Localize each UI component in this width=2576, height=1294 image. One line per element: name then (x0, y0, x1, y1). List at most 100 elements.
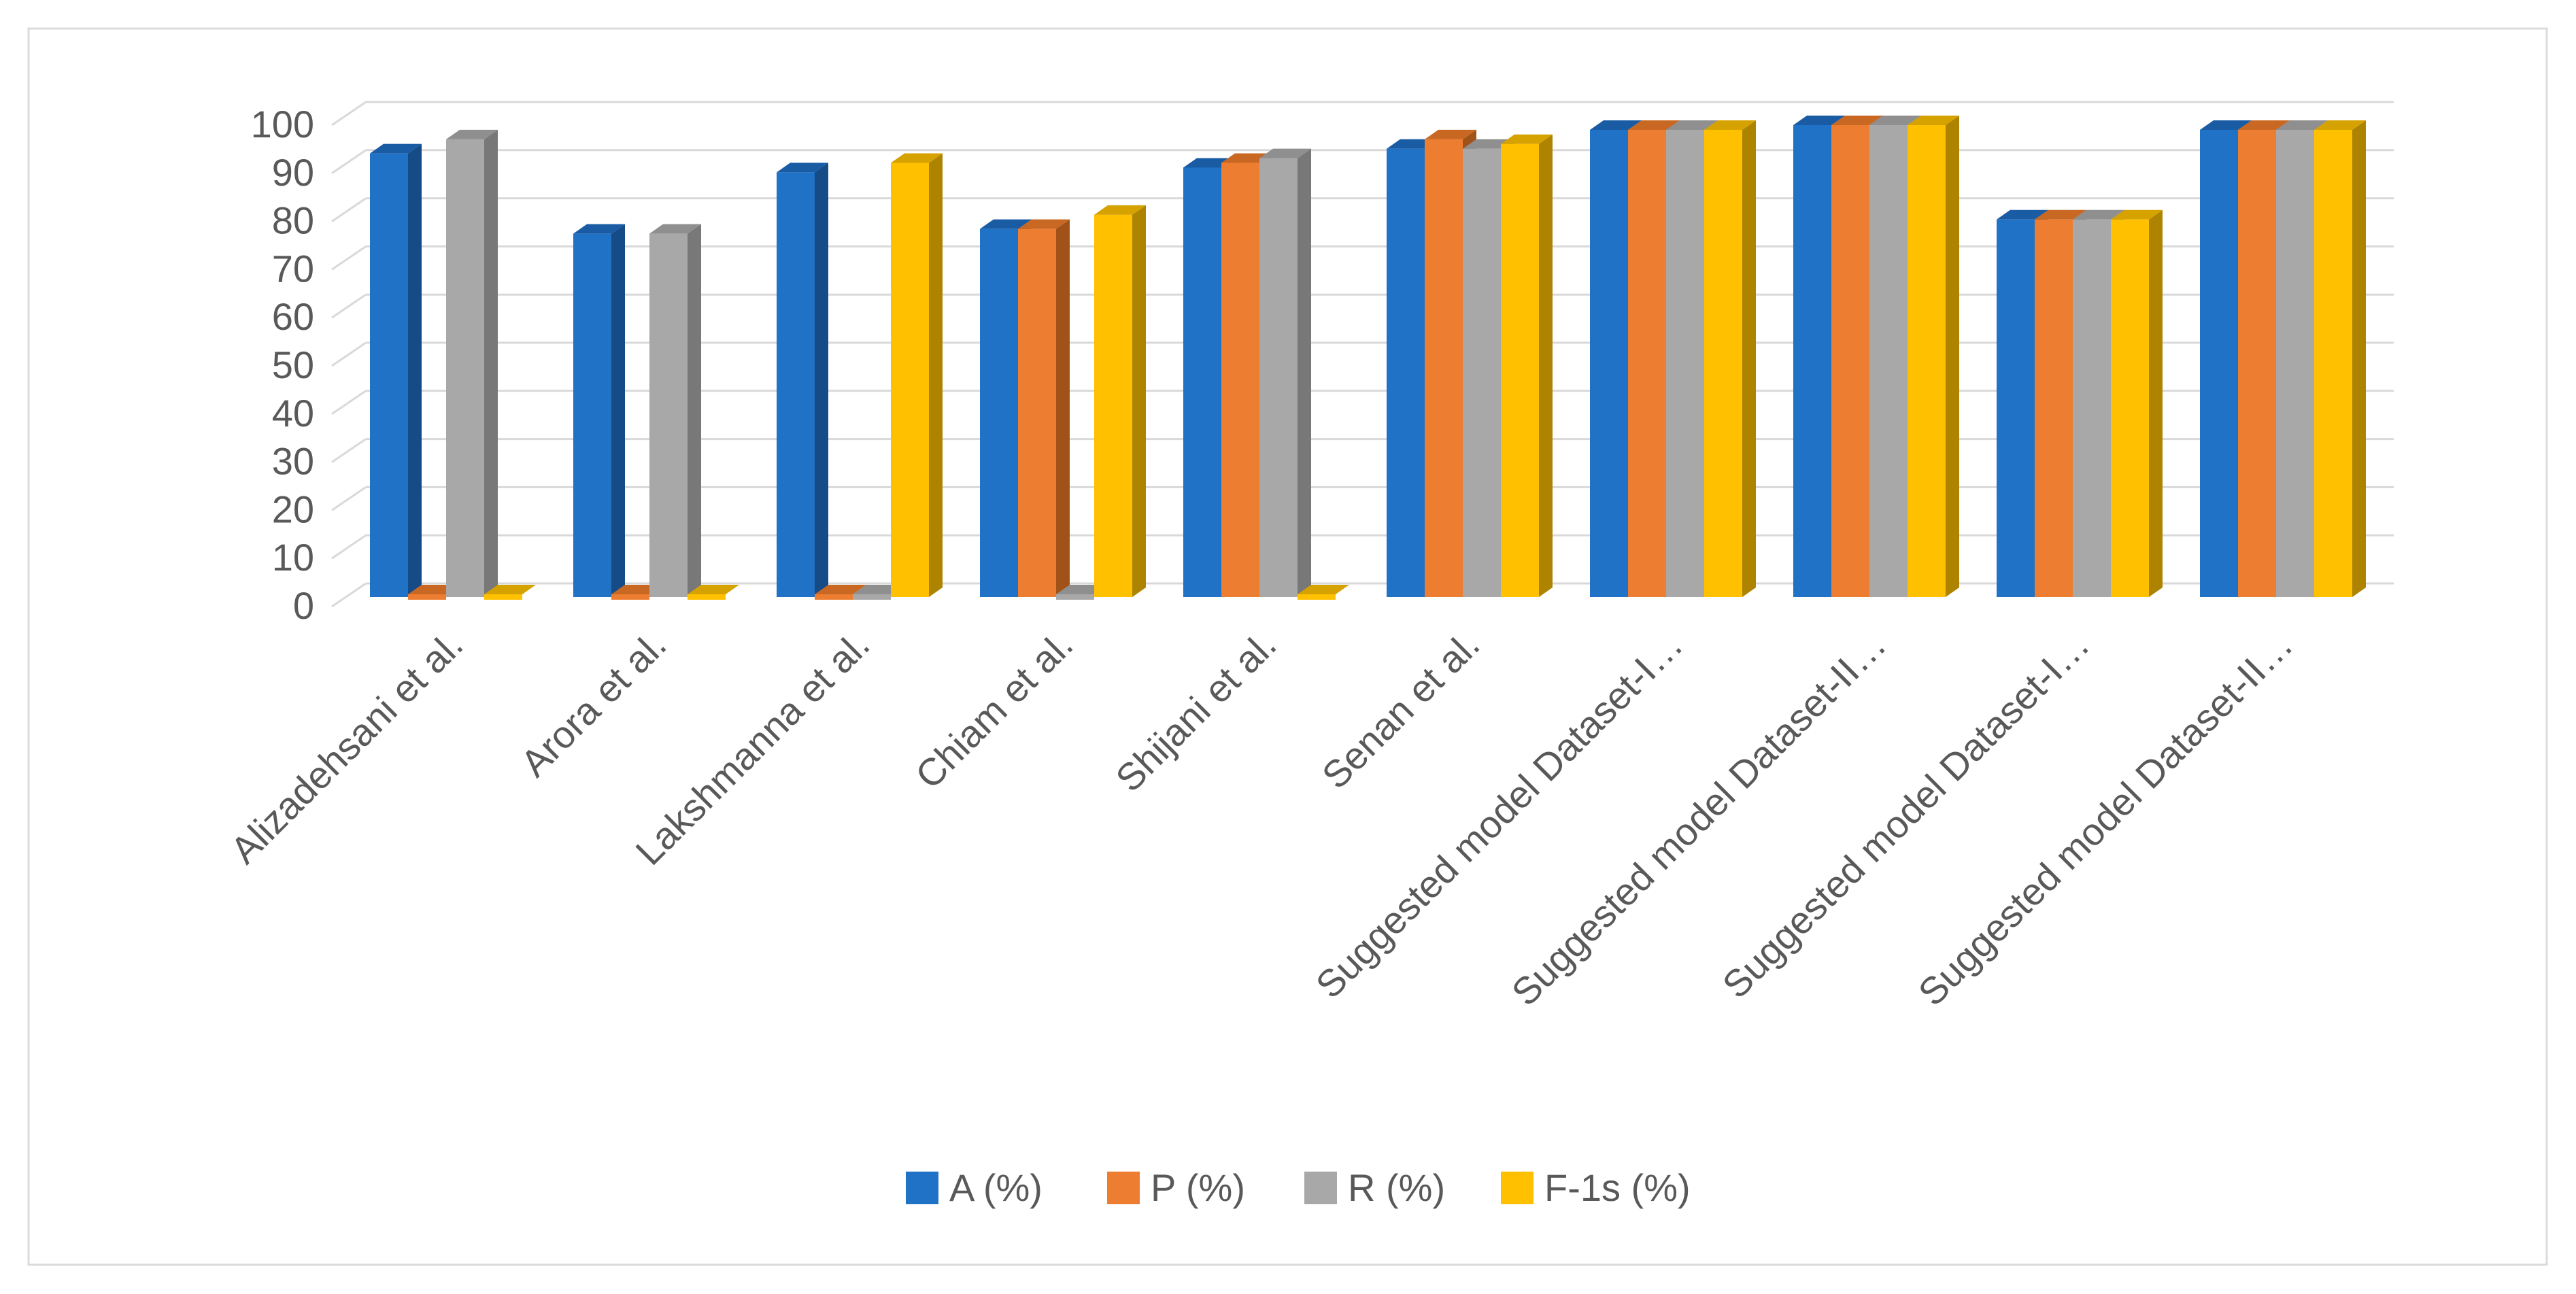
y-tick-label: 40 (272, 392, 314, 435)
legend-swatch-r-icon (1304, 1172, 1337, 1204)
gridline-slant (331, 341, 367, 367)
bar-top-3-3 (1094, 205, 1146, 215)
bar-top-0-2 (777, 163, 828, 173)
bar-top-2-9 (2276, 120, 2328, 130)
bar-0-8 (1997, 219, 2035, 597)
gridline-slant (331, 438, 367, 463)
bar-0-2 (777, 172, 815, 597)
bar-1-5 (1425, 139, 1463, 597)
bar-1-8 (2035, 219, 2073, 597)
bar-top-3-6 (1704, 120, 1756, 130)
gridline-slant (331, 101, 367, 126)
bar-side-2-0 (484, 129, 498, 597)
y-tick-label: 10 (272, 536, 314, 579)
bar-top-3-7 (1908, 116, 1959, 125)
bar-zero-2-3 (1056, 594, 1094, 600)
bar-side-3-3 (1132, 205, 1146, 597)
bar-top-0-7 (1793, 116, 1845, 125)
bar-side-0-1 (611, 224, 625, 597)
bar-side-3-5 (1539, 134, 1553, 597)
bar-3-7 (1908, 125, 1946, 597)
bar-top-2-7 (1869, 116, 1921, 125)
bar-2-8 (2073, 219, 2111, 597)
bar-top-3-2 (891, 153, 943, 163)
bar-top-0-8 (1997, 209, 2048, 220)
bar-zero-top-3-0 (484, 585, 536, 594)
bar-top-0-3 (980, 219, 1032, 229)
bar-side-3-6 (1742, 120, 1756, 597)
bar-0-6 (1590, 129, 1628, 597)
bar-zero-2-2 (853, 594, 891, 600)
bar-0-0 (370, 153, 408, 597)
bar-top-2-1 (649, 224, 701, 234)
bar-2-4 (1259, 158, 1298, 597)
bar-top-3-8 (2111, 209, 2163, 220)
bar-side-0-0 (408, 143, 422, 597)
bar-top-1-8 (2035, 209, 2086, 220)
bar-side-1-3 (1056, 219, 1070, 597)
bar-3-9 (2314, 129, 2352, 597)
bar-top-1-6 (1628, 120, 1680, 130)
bar-top-0-1 (573, 224, 625, 234)
bar-zero-1-2 (815, 594, 853, 600)
bar-side-3-7 (1946, 116, 1959, 597)
legend-label-f1s: F-1s (%) (1544, 1166, 1691, 1209)
bar-top-0-6 (1590, 120, 1642, 130)
bar-3-2 (891, 163, 929, 597)
bar-zero-top-1-2 (815, 585, 866, 594)
legend-item-r: R (%) (1304, 1164, 1445, 1212)
gridline-slant (331, 486, 367, 511)
gridline-slant (331, 149, 367, 175)
bar-top-0-0 (370, 143, 422, 154)
legend-label-r: R (%) (1348, 1166, 1446, 1209)
bar-1-4 (1221, 163, 1259, 597)
bar-zero-3-4 (1298, 594, 1336, 600)
bar-zero-3-0 (484, 594, 522, 600)
bar-2-0 (446, 139, 484, 597)
bar-0-1 (573, 233, 611, 597)
bar-3-5 (1501, 143, 1539, 597)
gridline-slant (331, 582, 367, 608)
bar-zero-3-1 (688, 594, 726, 600)
bar-top-2-4 (1259, 148, 1311, 158)
bar-side-3-8 (2149, 209, 2163, 597)
bar-1-3 (1018, 228, 1056, 597)
y-tick-label: 70 (272, 247, 314, 290)
bar-top-2-8 (2073, 209, 2124, 220)
bar-2-5 (1463, 148, 1501, 597)
bar-top-1-7 (1831, 116, 1883, 125)
bar-side-0-2 (815, 163, 828, 597)
bar-side-2-4 (1298, 148, 1311, 597)
y-tick-label: 80 (272, 199, 314, 242)
legend-item-f1s: F-1s (%) (1501, 1164, 1691, 1212)
bar-3-3 (1094, 214, 1132, 597)
y-tick-label: 50 (272, 343, 314, 386)
bar-top-2-6 (1666, 120, 1718, 130)
y-tick-label: 90 (272, 151, 314, 194)
y-tick-label: 30 (272, 440, 314, 483)
bar-top-3-5 (1501, 134, 1553, 144)
bar-2-9 (2276, 129, 2314, 597)
legend: A (%) P (%) R (%) F-1s (%) (0, 1164, 2576, 1212)
bar-side-3-9 (2352, 120, 2366, 597)
bar-2-1 (649, 233, 688, 597)
bar-top-1-9 (2238, 120, 2290, 130)
y-tick-label: 0 (293, 584, 314, 627)
bar-1-7 (1831, 125, 1869, 597)
gridline-slant (331, 245, 367, 271)
gridline-slant (331, 534, 367, 560)
legend-swatch-f1s-icon (1501, 1172, 1533, 1204)
bar-1-9 (2238, 129, 2276, 597)
legend-swatch-a-icon (906, 1172, 938, 1204)
legend-label-p: P (%) (1151, 1166, 1245, 1209)
legend-item-a: A (%) (906, 1164, 1043, 1212)
gridline-slant (331, 197, 367, 222)
bar-top-1-5 (1425, 129, 1476, 139)
gridline-slant (331, 390, 367, 415)
bar-2-7 (1869, 125, 1908, 597)
legend-label-a: A (%) (949, 1166, 1043, 1209)
bar-3-6 (1704, 129, 1742, 597)
bar-zero-1-0 (408, 594, 446, 600)
